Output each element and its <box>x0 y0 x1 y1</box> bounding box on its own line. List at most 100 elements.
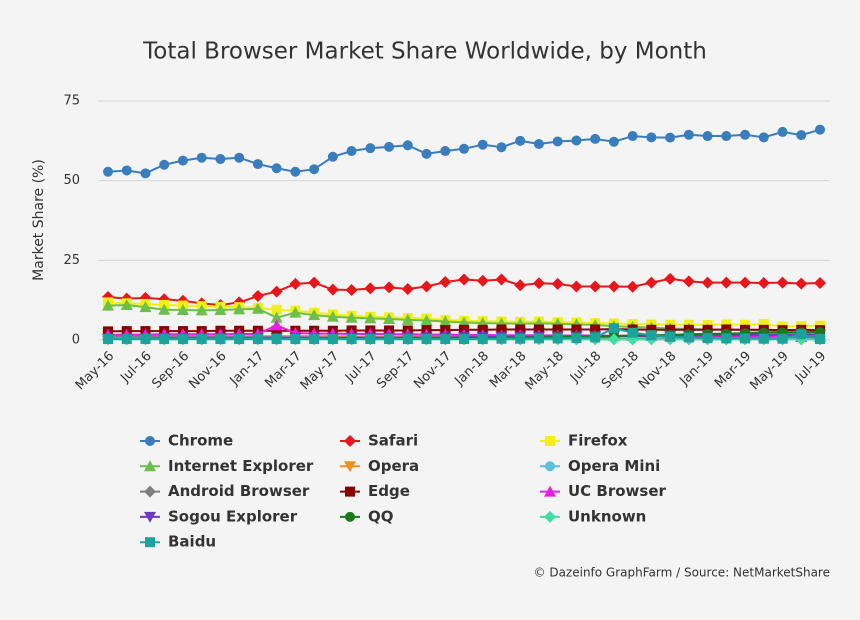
marker <box>344 435 356 447</box>
marker <box>270 319 283 331</box>
marker <box>176 304 189 316</box>
y-axis-label: Market Share (%) <box>31 159 47 281</box>
marker <box>421 334 432 345</box>
marker <box>271 163 282 174</box>
marker <box>345 311 358 323</box>
marker <box>459 143 469 154</box>
marker <box>815 334 825 345</box>
marker <box>646 132 657 143</box>
marker <box>683 332 694 343</box>
legend-item[interactable]: Firefox <box>540 432 628 450</box>
marker <box>401 313 414 325</box>
marker <box>144 511 156 523</box>
marker <box>421 148 432 159</box>
marker <box>233 303 246 315</box>
marker <box>103 334 113 345</box>
legend-item[interactable]: Unknown <box>540 507 646 525</box>
legend-item[interactable]: Safari <box>340 432 418 450</box>
marker <box>777 333 788 344</box>
marker <box>814 276 826 289</box>
y-tick-label: 50 <box>63 173 80 188</box>
marker <box>159 334 170 345</box>
legend-item[interactable]: UC Browser <box>540 482 667 500</box>
legend-label: Chrome <box>168 432 233 450</box>
legend-label: Internet Explorer <box>168 457 314 475</box>
marker <box>102 299 114 311</box>
marker <box>514 279 527 292</box>
marker <box>570 280 583 293</box>
marker <box>383 281 396 294</box>
marker <box>608 136 619 147</box>
marker <box>121 165 132 176</box>
marker <box>589 280 602 293</box>
legend-item[interactable]: Opera <box>340 457 419 475</box>
marker <box>120 298 133 310</box>
marker <box>420 314 433 326</box>
marker <box>271 304 282 315</box>
legend-label: Unknown <box>568 507 646 525</box>
marker <box>796 329 807 340</box>
marker <box>346 334 357 345</box>
marker <box>144 485 156 498</box>
marker <box>383 312 396 324</box>
legend-label: Sogou Explorer <box>168 507 298 525</box>
marker <box>384 334 395 345</box>
marker <box>796 130 807 141</box>
marker <box>195 304 208 316</box>
legend-label: Edge <box>368 482 410 500</box>
legend-item[interactable]: Internet Explorer <box>140 457 314 475</box>
marker <box>289 306 302 318</box>
marker <box>477 139 488 150</box>
marker <box>533 139 544 150</box>
marker <box>344 461 356 473</box>
marker <box>533 333 544 344</box>
marker <box>145 537 155 548</box>
marker <box>515 135 526 146</box>
marker <box>158 303 171 315</box>
legend-item[interactable]: Opera Mini <box>540 457 660 475</box>
marker <box>777 126 788 137</box>
marker <box>646 330 657 341</box>
marker <box>140 168 151 179</box>
legend-item[interactable]: Sogou Explorer <box>140 507 298 525</box>
marker <box>607 280 620 293</box>
marker <box>571 135 582 146</box>
marker <box>290 334 301 345</box>
marker <box>495 273 508 286</box>
marker <box>345 283 358 296</box>
marker <box>458 316 470 328</box>
marker <box>590 324 601 335</box>
legend-item[interactable]: QQ <box>340 507 394 525</box>
legend-item[interactable]: Edge <box>340 482 410 500</box>
legend-item[interactable]: Android Browser <box>140 482 310 500</box>
marker <box>365 334 376 345</box>
marker <box>290 166 301 177</box>
marker <box>721 131 732 142</box>
marker <box>271 334 282 345</box>
marker <box>251 290 264 303</box>
marker <box>215 334 226 345</box>
marker <box>665 132 676 143</box>
marker <box>139 301 152 313</box>
marker <box>364 312 377 324</box>
legend-item[interactable]: Baidu <box>140 533 216 551</box>
marker <box>683 129 694 140</box>
marker <box>346 146 357 157</box>
legend-item[interactable]: Chrome <box>140 432 233 450</box>
marker <box>476 274 489 287</box>
marker <box>327 334 338 345</box>
marker <box>308 309 321 321</box>
marker <box>815 124 825 135</box>
marker <box>739 276 752 289</box>
y-tick-label: 25 <box>63 253 80 268</box>
legend-label: Opera <box>368 457 419 475</box>
marker <box>251 302 264 314</box>
marker <box>326 310 339 322</box>
y-tick-label: 0 <box>72 333 80 348</box>
marker <box>590 332 601 343</box>
marker <box>144 460 156 472</box>
marker <box>795 277 808 290</box>
marker <box>177 334 188 345</box>
